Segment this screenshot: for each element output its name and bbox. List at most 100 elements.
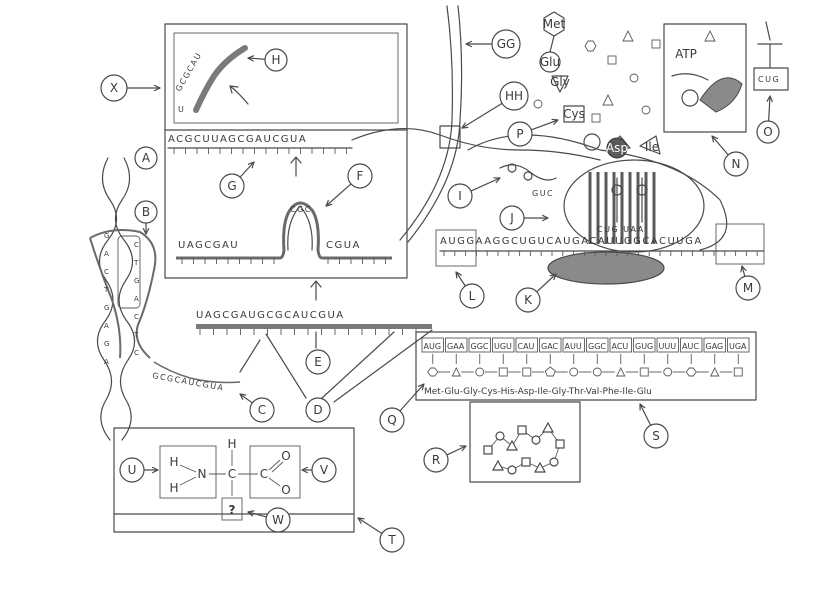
dna-base-letter: C xyxy=(134,349,139,357)
ribosome-strand-ticks xyxy=(443,251,758,256)
dna-base-letter: A xyxy=(134,295,139,303)
label-n: N xyxy=(732,157,741,171)
label-l: L xyxy=(469,289,476,303)
label-k: K xyxy=(524,293,533,307)
label-bubble-e xyxy=(305,349,331,375)
cys-square xyxy=(563,105,585,123)
label-bubble-q xyxy=(379,407,405,433)
label-bubble-j xyxy=(499,205,525,231)
asp-site-label: Asp xyxy=(606,141,628,155)
label-bubble-b xyxy=(134,200,158,224)
short-rna-curve-arrow xyxy=(229,85,249,105)
ile-site-label: Ile xyxy=(645,140,659,154)
folded-square xyxy=(483,445,493,455)
bond-c-o-double-2 xyxy=(271,461,284,473)
trna-o-stem xyxy=(757,21,783,69)
label-bubble-h xyxy=(264,48,288,72)
codon-box xyxy=(539,337,562,353)
dna-bubble-box xyxy=(117,235,141,309)
label-bubble-v xyxy=(311,457,337,483)
label-arrowhead-x xyxy=(153,84,161,92)
label-hh: HH xyxy=(505,89,523,103)
loop-left-sequence: UAGCGAU xyxy=(178,240,239,251)
trna-site-p xyxy=(611,177,623,223)
label-arrowhead-p xyxy=(551,118,559,125)
label-f: F xyxy=(357,169,364,183)
label-arrowhead-h xyxy=(247,55,255,62)
label-bubble-g xyxy=(219,173,245,199)
dna-unwound-strand-2 xyxy=(89,237,122,359)
label-arrow-c xyxy=(239,393,253,404)
middle-arrow-d1 xyxy=(265,333,307,399)
folded-protein-chain xyxy=(483,421,565,475)
free-hexagon xyxy=(584,40,597,52)
label-x: X xyxy=(110,81,118,95)
free-triangle xyxy=(704,29,716,42)
asp-circle xyxy=(583,133,601,151)
top-up-arrowhead xyxy=(290,156,302,164)
dna-tail-sequence: GCGCAUCGUA xyxy=(152,371,225,393)
dna-helix-left-strand xyxy=(96,157,118,441)
label-arrowhead-b xyxy=(142,227,150,235)
label-arrow-o xyxy=(768,95,771,122)
middle-strand-backbone xyxy=(196,324,432,329)
label-arrow-g xyxy=(239,161,255,178)
trna-site-a xyxy=(636,177,648,223)
dna-base-letter: G xyxy=(104,304,109,312)
aa-square xyxy=(639,367,649,377)
codon-box xyxy=(727,337,750,353)
short-rna-curve-arrowhead xyxy=(229,85,239,94)
dna-base-letter: T xyxy=(133,331,139,339)
bond-c-o-single xyxy=(268,477,281,487)
label-bubble-l xyxy=(459,283,485,309)
dna-unwound-strand-1 xyxy=(89,229,157,359)
free-square xyxy=(591,113,601,123)
label-bubble-f xyxy=(347,163,373,189)
label-bubble-t xyxy=(379,527,405,553)
aa-circle xyxy=(663,367,673,377)
aa-square xyxy=(522,367,532,377)
codon-row: AUG GAA GGC UGU CAU GAC AUU GGC ACU GUG UUU AUC GAG U… xyxy=(421,337,750,364)
codon-label: UGA xyxy=(729,342,747,351)
label-bubble-x xyxy=(100,74,128,102)
dna-base-letter: C xyxy=(134,241,139,249)
folded-square xyxy=(521,457,531,467)
free-triangle xyxy=(602,93,614,106)
short-rna-sequence: GCGCAU xyxy=(174,50,204,93)
trna-o-anticodon: CUG xyxy=(758,75,780,84)
loop-inner-curve xyxy=(287,205,313,251)
free-square xyxy=(651,39,661,49)
codon-box xyxy=(421,337,444,353)
amino-acid-shape-row xyxy=(427,366,743,377)
glu-circle xyxy=(539,51,561,73)
free-amino-acids xyxy=(533,29,716,123)
dna-base-letter: G xyxy=(104,340,109,348)
label-arrowhead-r xyxy=(459,445,467,452)
label-m: M xyxy=(743,281,753,295)
codon-label: UUU xyxy=(659,342,677,351)
label-a: A xyxy=(142,151,151,165)
aa-square xyxy=(498,367,508,377)
atp-label: ATP xyxy=(675,47,697,61)
codon-label: GAC xyxy=(541,342,559,351)
label-bubble-d xyxy=(305,397,331,423)
carboxyl-c: C xyxy=(260,467,268,481)
aa-circle xyxy=(475,367,485,377)
label-arrowhead-g xyxy=(247,161,255,169)
aa-hexagon xyxy=(427,367,439,377)
label-bubble-s xyxy=(643,423,669,449)
label-arrow-f xyxy=(325,183,352,207)
codon-label: GAG xyxy=(706,342,724,351)
middle-up-arrowhead xyxy=(310,280,322,288)
label-bubble-c xyxy=(249,397,275,423)
middle-arrow-c xyxy=(239,339,261,373)
top-strand-sequence: ACGCUUAGCGAUCGUA xyxy=(168,134,307,145)
label-bubble-gg xyxy=(491,29,521,59)
trna-i-loop2 xyxy=(523,171,533,181)
folded-square xyxy=(555,439,565,449)
carboxyl-o-bottom: O xyxy=(281,483,290,497)
label-arrowhead-u xyxy=(151,466,159,474)
label-bubble-hh xyxy=(499,81,529,111)
